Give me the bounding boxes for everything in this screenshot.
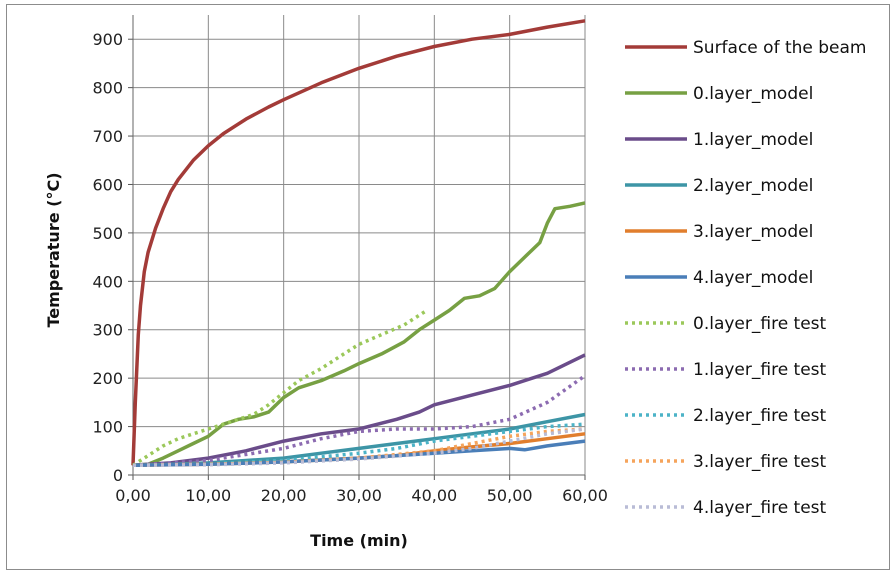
y-tick-label: 800 — [92, 79, 123, 98]
series-line-3 — [132, 353, 586, 468]
legend-label-4: 2.layer_model — [693, 176, 813, 196]
legend-label-8: 1.layer_fire test — [693, 360, 827, 380]
y-tick-label: 200 — [92, 369, 123, 388]
y-tick-label: 300 — [92, 321, 123, 340]
y-tick-label: 700 — [92, 127, 123, 146]
legend-label-7: 0.layer_fire test — [693, 314, 827, 334]
x-tick-label: 30,00 — [336, 486, 382, 505]
y-tick-label: 500 — [92, 224, 123, 243]
grid-lines — [133, 15, 586, 475]
data-series — [131, 19, 587, 468]
series-line-11 — [132, 427, 586, 468]
legend-label-9: 2.layer_fire test — [693, 406, 827, 426]
legend: Surface of the beam 0.layer_model 1.layer_… — [625, 38, 867, 518]
y-tick-label: 100 — [92, 418, 123, 437]
axes — [128, 15, 586, 480]
legend-label-2: 0.layer_model — [693, 84, 813, 104]
series-line-2 — [132, 201, 586, 468]
series-line-1 — [131, 19, 586, 466]
tick-labels: 0 100 200 300 400 500 600 700 800 900 0,00 10,00 20,… — [92, 30, 607, 505]
series-line-8 — [132, 374, 587, 468]
legend-label-10: 3.layer_fire test — [693, 452, 827, 472]
y-tick-label: 600 — [92, 175, 123, 194]
temperature-line-chart: 0 100 200 300 400 500 600 700 800 900 0,00 10,00 20,… — [44, 15, 867, 550]
x-tick-label: 20,00 — [261, 486, 307, 505]
x-axis-title: Time (min) — [310, 531, 408, 550]
series-line-7 — [132, 308, 428, 467]
x-tick-label: 40,00 — [411, 486, 457, 505]
y-axis-title: Temperature (°C) — [44, 172, 63, 327]
legend-label-11: 4.layer_fire test — [693, 498, 827, 518]
legend-label-1: Surface of the beam — [693, 38, 867, 58]
x-tick-label: 60,00 — [562, 486, 608, 505]
legend-label-3: 1.layer_model — [693, 130, 813, 150]
legend-label-5: 3.layer_model — [693, 222, 813, 242]
x-tick-label: 50,00 — [487, 486, 533, 505]
y-tick-label: 400 — [92, 272, 123, 291]
x-tick-label: 0,00 — [115, 486, 151, 505]
y-tick-label: 900 — [92, 30, 123, 49]
x-tick-label: 10,00 — [185, 486, 231, 505]
chart-frame: 0 100 200 300 400 500 600 700 800 900 0,00 10,00 20,… — [6, 4, 890, 570]
legend-label-6: 4.layer_model — [693, 268, 813, 288]
y-tick-label: 0 — [113, 466, 123, 485]
